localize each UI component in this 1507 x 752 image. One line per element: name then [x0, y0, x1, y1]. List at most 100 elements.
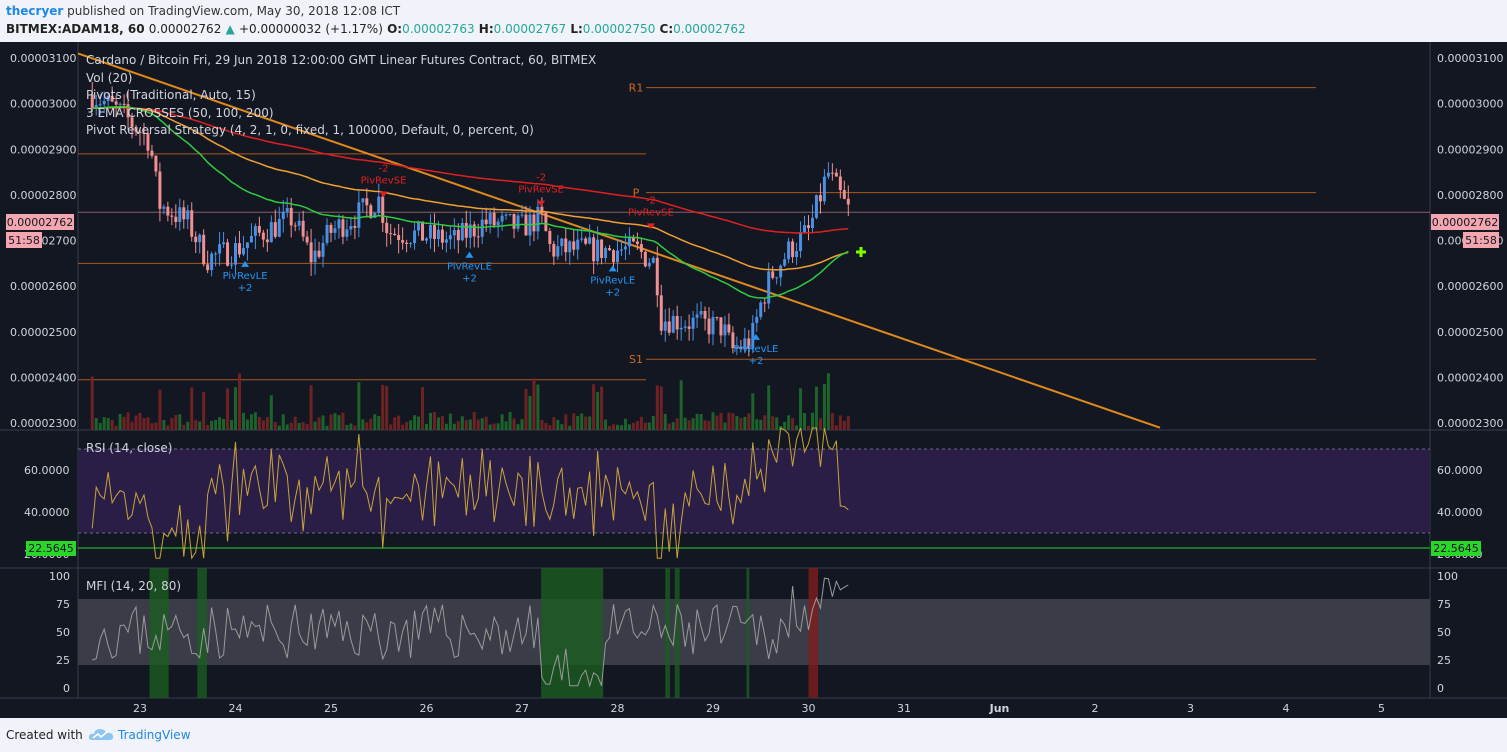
candle-body — [190, 210, 194, 237]
volume-bar — [719, 412, 723, 430]
axis-layer: 0.00003100 0.00003100 0.00003000 0.00003000… — [10, 52, 1503, 715]
volume-bar — [524, 388, 528, 430]
candle-body — [464, 222, 468, 238]
chart-header: thecryer published on TradingView.com, M… — [0, 0, 1507, 42]
ema-200-line — [92, 107, 849, 234]
candle-body — [512, 213, 516, 229]
mfi-axis-tick-left: 25 — [56, 654, 70, 667]
price-badge — [1431, 214, 1499, 230]
volume-bar — [814, 386, 818, 430]
volume-bar — [643, 422, 647, 430]
long-signal-arrow-icon — [241, 260, 250, 267]
candle-body — [253, 226, 257, 236]
time-axis-tick: 24 — [229, 702, 243, 715]
tradingview-cloud-icon[interactable] — [88, 727, 114, 741]
volume-bar — [755, 419, 759, 430]
candle-body — [540, 206, 544, 213]
volume-bar — [512, 418, 516, 430]
candle-body — [218, 244, 222, 254]
candle-body — [627, 237, 631, 247]
volume-bar — [484, 416, 488, 430]
trend-line — [77, 52, 1161, 429]
volume-bar — [313, 421, 317, 430]
rsi-axis-tick-left: 60.0000 — [24, 464, 70, 477]
volume-bar — [683, 417, 687, 430]
time-badge-left-text: 51:58 — [8, 234, 40, 247]
candle-body — [285, 207, 289, 212]
volume-bar — [472, 412, 476, 430]
candle-body — [365, 198, 369, 206]
candle-body — [353, 225, 357, 228]
volume-bar — [731, 413, 735, 430]
candle-body — [150, 150, 154, 156]
rsi-legend[interactable]: RSI (14, close) — [86, 441, 172, 455]
legend-pivots[interactable]: Pivots (Traditional, Auto, 15) — [86, 88, 256, 102]
volume-bar — [94, 418, 98, 430]
volume-bar — [671, 422, 675, 430]
candle-body — [428, 225, 432, 239]
candle-body — [277, 219, 281, 237]
volume-bar — [305, 424, 309, 430]
long-signal-label: +2 — [238, 283, 253, 294]
candle-body — [687, 326, 691, 329]
candle-body — [655, 257, 659, 296]
price-badge-left-text: 0.00002762 — [7, 216, 73, 229]
volume-bar — [428, 412, 432, 430]
mfi-axis-tick-left: 50 — [56, 626, 70, 639]
close-value: 0.00002762 — [673, 22, 746, 36]
candle-body — [552, 243, 556, 257]
candle-body — [604, 248, 608, 258]
candle-body — [544, 212, 548, 232]
legend-vol[interactable]: Vol (20) — [86, 71, 132, 85]
candle-body — [516, 215, 520, 229]
mfi-zone — [808, 568, 819, 698]
volume-bar — [448, 413, 452, 430]
volume-bar — [421, 387, 425, 430]
volume-bar — [723, 422, 727, 430]
change-value: +0.00000032 (+1.17%) — [238, 22, 383, 36]
long-signal-arrow-icon — [608, 265, 617, 272]
time-axis-tick: 2 — [1092, 702, 1099, 715]
candle-body — [106, 95, 110, 101]
candle-body — [130, 117, 134, 127]
candle-body — [703, 310, 707, 319]
rsi-badge-left — [26, 541, 76, 556]
volume-bar — [353, 425, 357, 430]
volume-bar — [759, 419, 763, 430]
candle-body — [755, 316, 759, 323]
time-axis-tick: 5 — [1378, 702, 1385, 715]
candle-body — [261, 232, 265, 240]
short-signal-label: -2 — [379, 163, 389, 174]
legend-strategy[interactable]: Pivot Reversal Strategy (4, 2, 1, 0, fix… — [86, 123, 534, 137]
candle-body — [691, 317, 695, 329]
legend-ema[interactable]: 3 EMA CROSSES (50, 100, 200) — [86, 106, 274, 120]
mfi-legend[interactable]: MFI (14, 20, 80) — [86, 579, 181, 593]
volume-bar — [317, 417, 321, 430]
volume-bar — [182, 424, 186, 430]
price-axis-tick: 0.00002300 — [1437, 417, 1503, 430]
volume-bar — [763, 415, 767, 430]
candle-body — [743, 338, 747, 350]
symbol-label: BITMEX:ADAM18, 60 — [6, 22, 145, 36]
candle-body — [142, 132, 146, 134]
long-signal-arrow-icon — [465, 251, 474, 258]
candle-body — [723, 324, 727, 336]
time-axis-tick: 31 — [897, 702, 911, 715]
mfi-axis-tick: 25 — [1437, 654, 1451, 667]
volume-bar — [639, 416, 643, 430]
author-name[interactable]: thecryer — [6, 4, 64, 18]
publish-info: published on TradingView.com, May 30, 20… — [67, 4, 401, 18]
candle-body — [170, 215, 174, 217]
time-axis-tick: 28 — [611, 702, 625, 715]
volume-bar — [799, 388, 803, 430]
tradingview-link[interactable]: TradingView — [118, 728, 191, 742]
volume-bar — [747, 413, 751, 430]
volume-bar — [440, 415, 444, 430]
candle-body — [779, 265, 783, 278]
long-signal-label: PivRevLE — [733, 344, 778, 355]
volume-bar — [265, 417, 269, 430]
volume-bar — [647, 422, 651, 430]
volume-bar — [325, 425, 329, 430]
volume-bar — [110, 419, 114, 430]
